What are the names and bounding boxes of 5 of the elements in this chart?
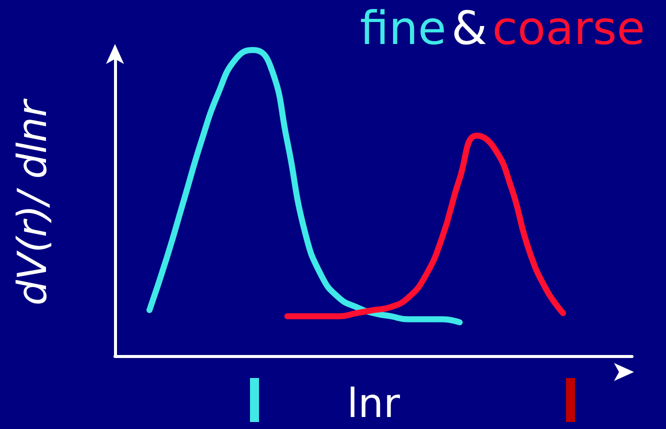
- y-axis-title: dV(r)/ dlnr: [10, 98, 56, 306]
- series-label: coarse: [492, 1, 646, 55]
- series-label: fine: [360, 1, 446, 55]
- x-axis-title: lnr: [347, 381, 401, 427]
- chart-title: &: [451, 1, 488, 55]
